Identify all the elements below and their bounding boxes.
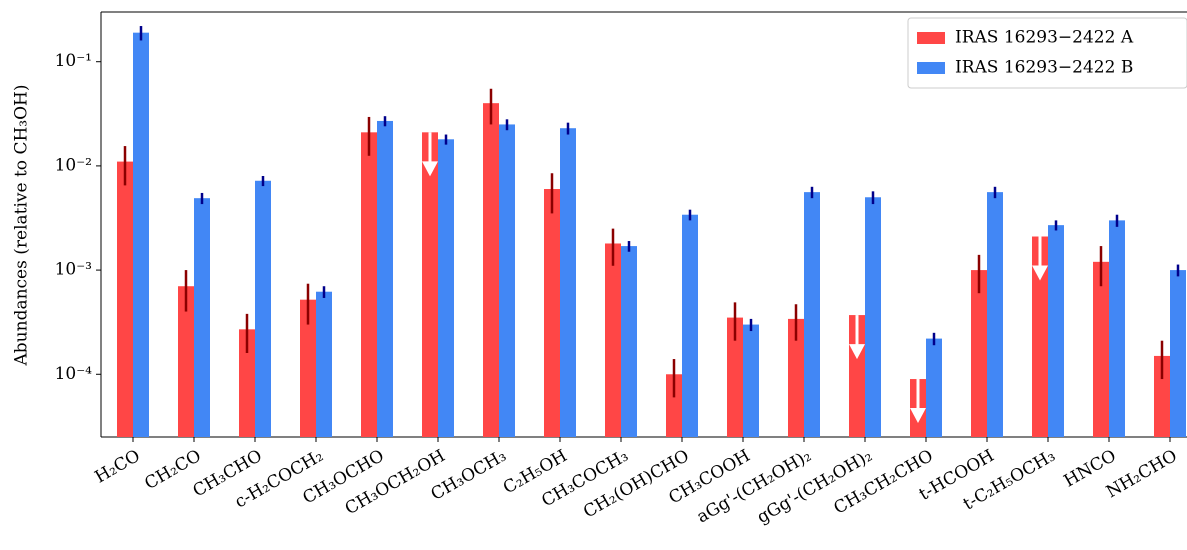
- bar: [239, 329, 255, 437]
- legend: IRAS 16293−2422 A IRAS 16293−2422 B: [907, 17, 1187, 89]
- bar: [1093, 261, 1109, 437]
- y-tick-label: 10⁻²: [55, 155, 92, 175]
- upper-limit-arrowhead: [910, 408, 926, 424]
- bar: [865, 197, 881, 437]
- legend-label: IRAS 16293−2422 A: [955, 28, 1134, 48]
- upper-limit-arrowhead: [849, 344, 865, 360]
- bar: [194, 198, 210, 437]
- upper-limit-arrowhead: [1032, 265, 1048, 281]
- legend-swatch: [917, 32, 945, 44]
- bar: [300, 299, 316, 437]
- bar: [544, 189, 560, 437]
- bar: [1048, 225, 1064, 437]
- y-tick-label: 10⁻³: [55, 260, 92, 280]
- bar: [727, 317, 743, 437]
- bar: [133, 32, 149, 437]
- bar: [682, 214, 698, 437]
- y-axis-label: Abundances (relative to CH₃OH): [12, 85, 32, 367]
- bar: [666, 374, 682, 437]
- bar: [483, 103, 499, 438]
- bar: [605, 243, 621, 437]
- legend-box: [907, 17, 1187, 89]
- bar: [255, 180, 271, 438]
- bar: [1154, 355, 1170, 437]
- bar: [1170, 270, 1186, 437]
- y-tick-label: 10⁻¹: [55, 51, 92, 71]
- bar: [361, 132, 377, 438]
- bar: [560, 128, 576, 437]
- bar: [804, 192, 820, 437]
- bar: [422, 132, 438, 438]
- bar: [438, 139, 454, 437]
- upper-limit-arrowhead: [422, 161, 438, 177]
- bar: [621, 246, 637, 437]
- bar: [117, 161, 133, 437]
- bar: [788, 318, 804, 437]
- x-tick-label: H₂CO: [92, 446, 144, 488]
- bar: [987, 192, 1003, 437]
- bar: [316, 291, 332, 437]
- legend-label: IRAS 16293−2422 B: [955, 58, 1133, 78]
- bar: [926, 338, 942, 437]
- bar: [1109, 220, 1125, 437]
- bar: [743, 324, 759, 437]
- bar: [971, 270, 987, 437]
- bar: [499, 124, 515, 437]
- legend-swatch: [917, 62, 945, 74]
- y-tick-label: 10⁻⁴: [55, 364, 93, 384]
- bar: [178, 286, 194, 437]
- bar: [377, 120, 393, 438]
- bar: [1032, 236, 1048, 437]
